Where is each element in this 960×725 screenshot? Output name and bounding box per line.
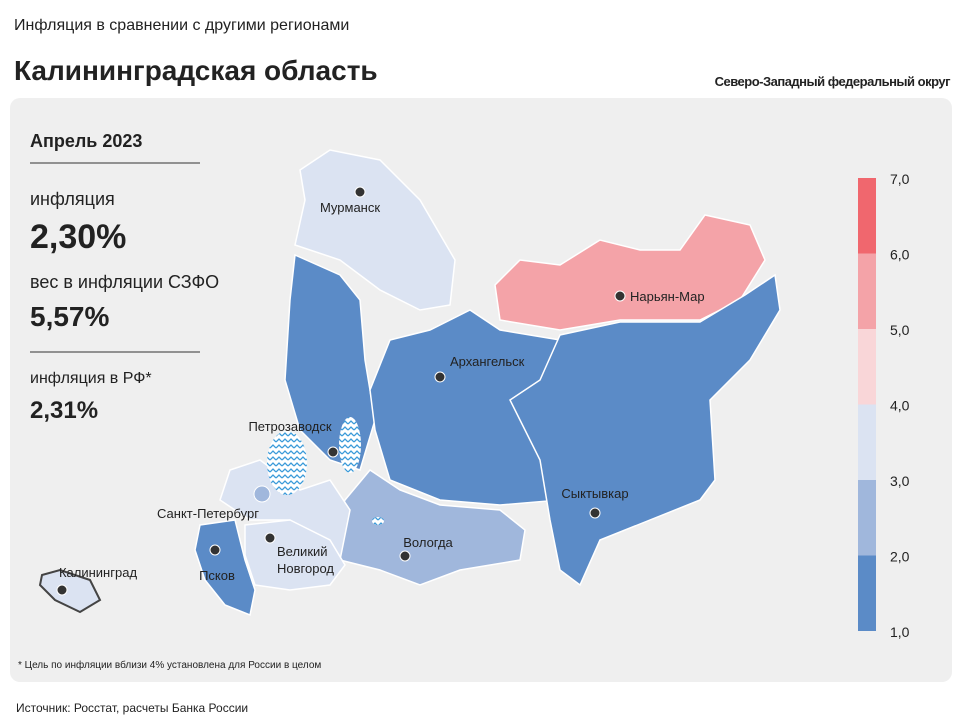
weight-label: вес в инфляции СЗФО (30, 272, 219, 292)
city-label: Мурманск (320, 200, 380, 215)
region (284, 253, 376, 471)
footnote: * Цель по инфляции вблизи 4% установлена… (18, 659, 321, 671)
map (38, 149, 781, 617)
subtitle: Инфляция в сравнении с другими регионами (14, 17, 349, 34)
legend-label: 3,0 (890, 473, 910, 489)
city-dot (399, 550, 411, 562)
legend-band (858, 404, 876, 480)
rf-label: инфляция в РФ* (30, 370, 152, 387)
legend-label: 6,0 (890, 247, 910, 263)
region-highlight (38, 568, 102, 614)
legend-label: 4,0 (890, 398, 910, 414)
city-label: Псков (199, 568, 235, 583)
city-label: Архангельск (450, 354, 525, 369)
lake (339, 417, 361, 473)
city-label: Нарьян-Мар (630, 289, 705, 304)
lake (372, 517, 384, 525)
city-dot (589, 507, 601, 519)
legend-band (858, 555, 876, 631)
city-dot (56, 584, 68, 596)
legend-label: 1,0 (890, 624, 910, 640)
city-dot (209, 544, 221, 556)
weight-value: 5,57% (30, 301, 109, 332)
rf-value: 2,31% (30, 397, 98, 424)
region (494, 214, 766, 331)
cities: Мурманск Нарьян-Мар Архангельск Петрозаводс… (56, 186, 705, 596)
city-dot (434, 371, 446, 383)
legend-band (858, 178, 876, 254)
city-label: Вологда (403, 535, 453, 550)
region (509, 273, 781, 587)
title: Калининградская область (14, 55, 378, 86)
legend-band (858, 480, 876, 556)
city-dot (614, 290, 626, 302)
city-dot (327, 446, 339, 458)
legend-label: 5,0 (890, 322, 910, 338)
source: Источник: Росстат, расчеты Банка России (16, 701, 248, 715)
city-label: Петрозаводск (248, 419, 331, 434)
city-dot (354, 186, 366, 198)
district: Северо-Западный федеральный округ (715, 74, 951, 89)
inflation-label: инфляция (30, 189, 115, 209)
city-label: Санкт-Петербург (157, 506, 259, 521)
legend-band (858, 253, 876, 329)
region (294, 149, 456, 311)
legend-label: 7,0 (890, 171, 910, 187)
lake (267, 431, 307, 495)
city-dot (264, 532, 276, 544)
period: Апрель 2023 (30, 131, 142, 151)
city-label: Сыктывкар (561, 486, 628, 501)
city-region (253, 485, 271, 503)
city-label: Великий Новгород (277, 544, 334, 576)
legend-band (858, 329, 876, 405)
legend: 7,0 6,0 5,0 4,0 3,0 2,0 1,0 (858, 171, 910, 640)
region (194, 519, 256, 617)
legend-label: 2,0 (890, 549, 910, 565)
inflation-value: 2,30% (30, 218, 126, 256)
city-label: Калининград (59, 565, 137, 580)
